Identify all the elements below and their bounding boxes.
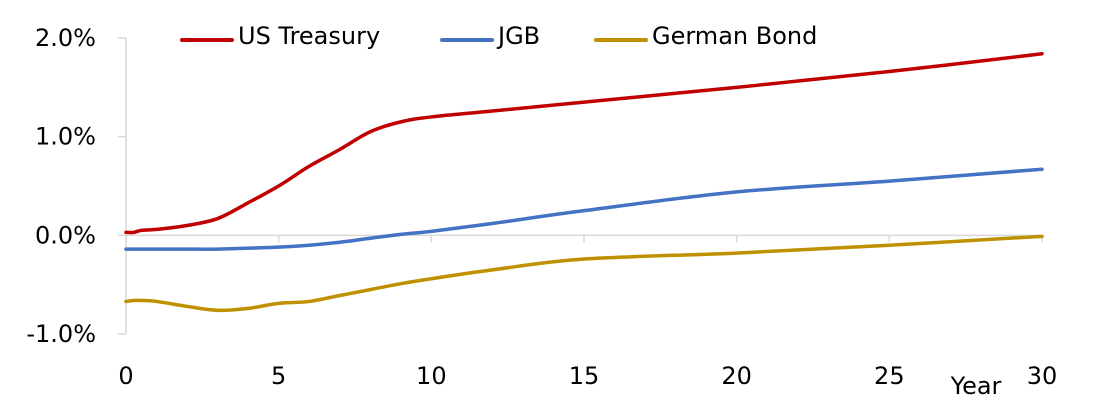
legend-item-jgb: JGB (440, 22, 540, 50)
legend-box (168, 12, 864, 62)
x-tick-label: 5 (271, 362, 286, 390)
x-tick-label: 30 (1027, 362, 1058, 390)
legend-label: German Bond (652, 22, 817, 50)
y-tick-labels: 2.0% 1.0% 0.0% -1.0% (26, 24, 96, 348)
legend-label: US Treasury (238, 22, 380, 50)
series-line-us-treasury (124, 52, 1044, 235)
series-lines (124, 52, 1044, 313)
legend: US Treasury JGB German Bond (168, 12, 864, 62)
y-tick-label: 2.0% (35, 24, 96, 52)
legend-item-us-treasury: US Treasury (180, 22, 380, 50)
legend-item-german-bond: German Bond (594, 22, 817, 50)
series-line-german-bond (124, 234, 1044, 313)
y-tick-label: 1.0% (35, 123, 96, 151)
x-tick-label: 10 (416, 362, 447, 390)
x-tick-label: 0 (118, 362, 133, 390)
legend-label: JGB (496, 22, 540, 50)
series-line-jgb (124, 167, 1044, 251)
x-tick-label: 25 (874, 362, 905, 390)
y-tick-label: -1.0% (26, 320, 96, 348)
axes (118, 37, 1043, 335)
x-tick-labels: 0 5 10 15 20 25 30 (118, 362, 1057, 390)
x-tick-label: 15 (569, 362, 600, 390)
x-tick-label: 20 (721, 362, 752, 390)
x-axis-title: Year (950, 372, 1002, 400)
y-tick-label: 0.0% (35, 221, 96, 249)
